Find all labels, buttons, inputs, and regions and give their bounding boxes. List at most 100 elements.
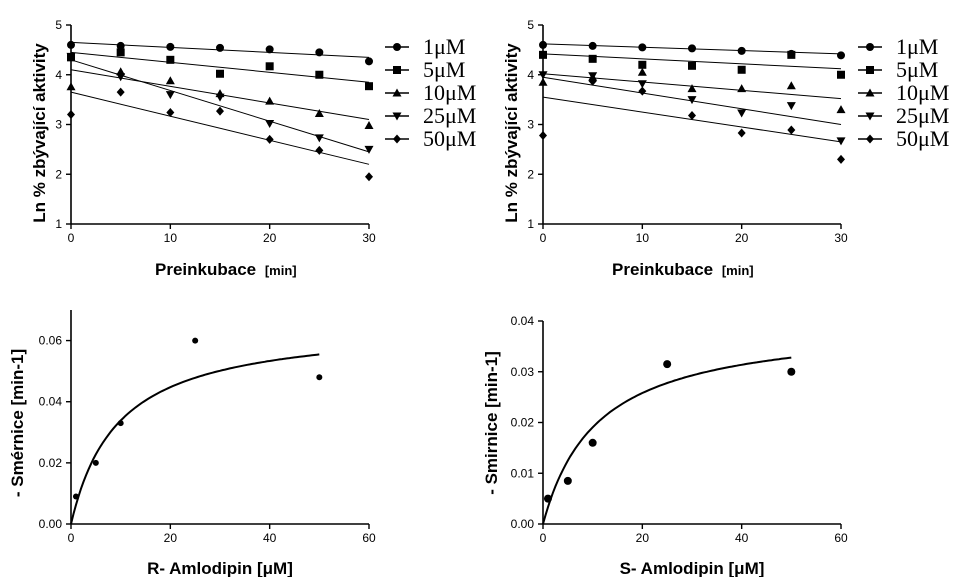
data-point <box>588 438 597 447</box>
data-point <box>787 367 796 376</box>
data-point <box>165 91 175 100</box>
data-point <box>539 40 547 49</box>
y-tick-label: 1 <box>55 217 62 231</box>
x-tick-label: 20 <box>164 531 178 545</box>
legend-marker <box>393 43 401 51</box>
data-point <box>588 54 597 63</box>
legend-marker <box>866 43 874 51</box>
legend-label: 10μM <box>896 80 949 105</box>
y-tick-label: 4 <box>527 68 534 82</box>
data-point <box>364 120 374 129</box>
x-tick-label: 0 <box>540 231 547 245</box>
data-point <box>737 65 746 74</box>
y-tick-label: 5 <box>55 18 62 32</box>
y-axis-title: - Smérnice [min-1] <box>8 349 27 497</box>
panel-bottom-left: R- Amlodipin [μM] - Smérnice [min-1] 0 20… <box>8 310 376 577</box>
data-point <box>365 172 373 182</box>
x-tick-label: 10 <box>636 231 650 245</box>
data-point <box>539 50 547 59</box>
y-axis-title: Ln % zbývající aktivity <box>502 43 521 223</box>
data-point <box>72 493 79 500</box>
data-point <box>786 81 796 90</box>
data-point <box>365 82 373 91</box>
data-point <box>216 69 224 78</box>
x-axis-title: Preinkubace [min] <box>612 260 754 279</box>
legend-marker <box>392 88 402 97</box>
x-axis-title: S- Amlodipin [μM] <box>620 559 765 577</box>
y-tick-label: 0.02 <box>39 456 63 470</box>
data-point <box>638 86 647 96</box>
x-tick-label: 20 <box>735 231 749 245</box>
data-point <box>265 96 275 105</box>
legend-label: 10μM <box>423 80 476 105</box>
x-tick-label: 0 <box>68 531 75 545</box>
data-point <box>316 374 323 381</box>
data-point <box>588 76 597 86</box>
data-point <box>737 128 746 138</box>
x-tick-label: 30 <box>362 231 376 245</box>
data-point <box>737 109 747 118</box>
data-point <box>737 84 747 93</box>
data-point <box>539 130 547 140</box>
data-point <box>637 80 647 89</box>
data-point <box>836 105 846 114</box>
legend-label: 50μM <box>423 126 476 151</box>
data-point <box>92 459 99 466</box>
panel-top-right: Preinkubace [min] Ln % zbývající aktivit… <box>502 18 949 279</box>
data-point <box>315 70 324 79</box>
data-point <box>787 50 796 59</box>
x-axis-title: Preinkubace [min] <box>155 260 297 279</box>
fit-curve <box>70 353 320 525</box>
data-point <box>837 154 845 164</box>
y-tick-label: 0.04 <box>39 395 63 409</box>
x-tick-label: 0 <box>540 531 547 545</box>
legend-marker <box>393 66 401 74</box>
data-point <box>737 46 746 55</box>
data-point <box>67 110 75 120</box>
y-tick-label: 1 <box>527 217 534 231</box>
data-point <box>786 102 796 111</box>
data-point <box>687 84 697 93</box>
data-point <box>166 55 175 64</box>
x-tick-label: 20 <box>636 531 650 545</box>
y-tick-label: 3 <box>55 118 62 132</box>
data-point <box>637 67 647 76</box>
data-point <box>116 73 126 82</box>
data-point <box>538 77 548 86</box>
y-axis-title: - Smirnice [min-1] <box>482 351 501 495</box>
data-point <box>364 145 374 154</box>
data-point <box>638 60 647 69</box>
x-axis-title: R- Amlodipin [μM] <box>147 559 293 577</box>
data-point <box>166 108 175 118</box>
data-point <box>538 71 548 80</box>
data-point <box>688 44 696 53</box>
x-tick-label: 60 <box>834 531 848 545</box>
y-tick-label: 0.00 <box>511 517 535 531</box>
data-point <box>265 45 274 54</box>
data-point <box>265 120 275 129</box>
data-point <box>314 134 324 143</box>
data-point <box>66 82 76 91</box>
data-point <box>315 48 324 57</box>
data-point <box>588 41 597 50</box>
data-point <box>688 111 696 121</box>
data-point <box>365 57 373 66</box>
data-point <box>687 96 697 105</box>
data-point <box>117 420 124 427</box>
data-point <box>265 62 274 71</box>
data-point <box>588 72 598 81</box>
y-tick-label: 0.02 <box>511 416 535 430</box>
legend-marker <box>865 88 875 97</box>
legend-label: 50μM <box>896 126 949 151</box>
data-point <box>543 494 552 503</box>
legend-marker <box>393 134 401 144</box>
data-point <box>837 51 845 60</box>
legend-label: 25μM <box>423 103 476 128</box>
fit-curve <box>542 356 792 525</box>
panel-top-left: Preinkubace [min] Ln % zbývající aktivit… <box>30 18 476 279</box>
data-point <box>787 125 796 135</box>
legend-marker <box>392 112 402 121</box>
y-tick-label: 0.00 <box>39 517 63 531</box>
y-tick-label: 2 <box>55 167 62 181</box>
